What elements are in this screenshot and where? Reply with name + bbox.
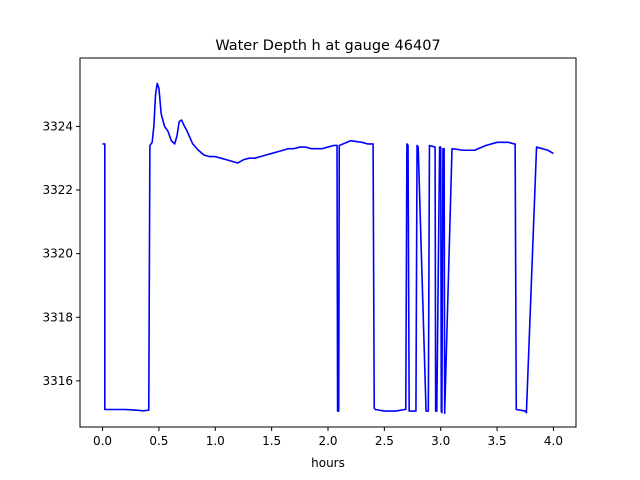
x-axis: 0.0 0.5 1.0 1.5 2.0 2.5 3.0 3.5 4.0 [93,427,563,448]
plot-area [102,82,554,415]
x-tick-label: 0.0 [93,434,112,448]
x-tick-label: 1.5 [262,434,281,448]
y-tick-label: 3322 [42,183,73,197]
x-axis-label: hours [311,456,345,470]
y-tick-label: 3324 [42,119,73,133]
chart-title: Water Depth h at gauge 46407 [215,38,440,54]
y-tick-label: 3316 [42,374,73,388]
x-tick-label: 3.5 [488,434,507,448]
x-tick-label: 1.0 [206,434,225,448]
x-tick-label: 2.0 [318,434,337,448]
x-tick-label: 0.5 [149,434,168,448]
x-tick-label: 4.0 [544,434,563,448]
x-tick-label: 3.0 [431,434,450,448]
y-tick-label: 3320 [42,247,73,261]
x-tick-label: 2.5 [375,434,394,448]
y-tick-label: 3318 [42,310,73,324]
y-axis: 3316 3318 3320 3322 3324 [42,119,80,388]
series-line [102,82,554,415]
